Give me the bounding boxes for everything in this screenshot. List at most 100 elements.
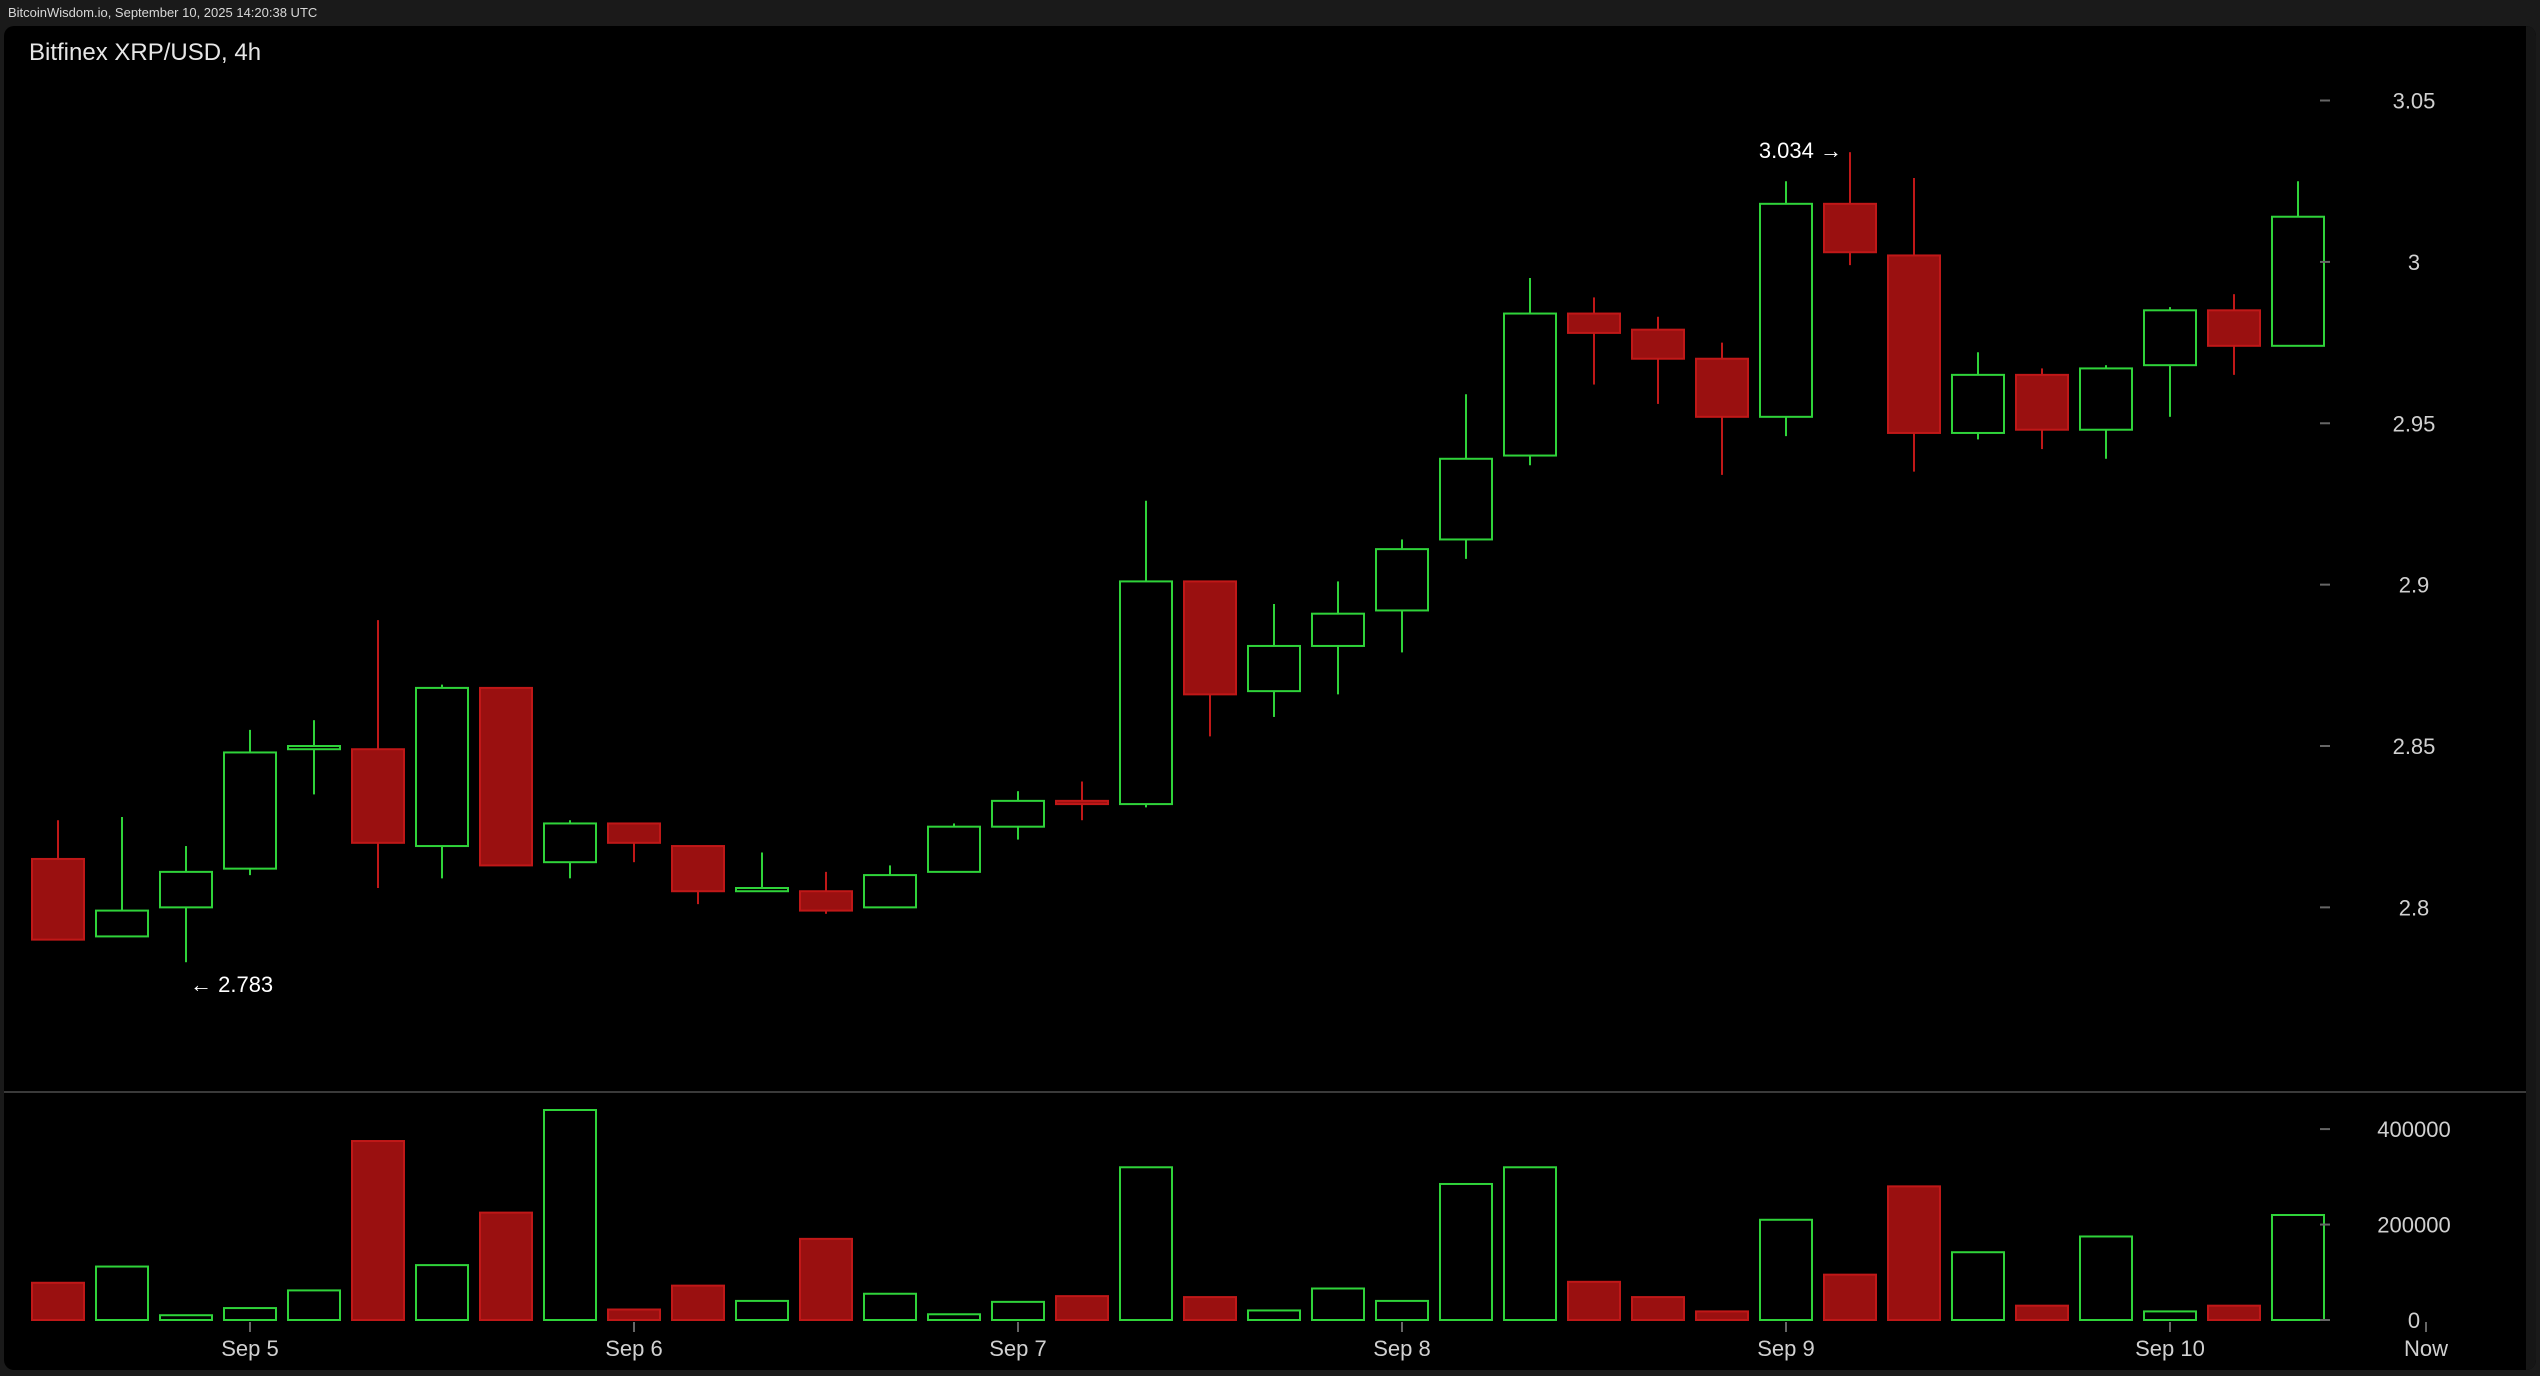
candle-body bbox=[1887, 254, 1941, 434]
candle-body bbox=[2015, 373, 2069, 431]
candle-body bbox=[1951, 373, 2005, 434]
x-tick-label: Sep 8 bbox=[1373, 1336, 1431, 1361]
candle-body bbox=[1055, 799, 1109, 806]
candle bbox=[927, 823, 981, 873]
volume-bar bbox=[31, 1281, 85, 1321]
candle-body bbox=[1567, 312, 1621, 334]
candle bbox=[543, 820, 597, 879]
header-text: BitcoinWisdom.io, September 10, 2025 14:… bbox=[8, 5, 318, 20]
volume-bar bbox=[1695, 1310, 1749, 1321]
candle bbox=[2271, 181, 2325, 347]
candle-body bbox=[2079, 367, 2133, 431]
volume-bar bbox=[927, 1313, 981, 1321]
candle bbox=[1311, 581, 1365, 695]
candle bbox=[1759, 181, 1813, 437]
volume-bar bbox=[991, 1300, 1045, 1322]
candle bbox=[671, 845, 725, 905]
candle bbox=[2143, 307, 2197, 417]
volume-bar bbox=[159, 1314, 213, 1322]
price-tick-label: 2.9 bbox=[2399, 573, 2430, 598]
volume-tick-label: 0 bbox=[2408, 1308, 2420, 1333]
volume-bar bbox=[1503, 1166, 1557, 1321]
candle-body bbox=[1439, 457, 1493, 541]
volume-bar bbox=[735, 1299, 789, 1321]
candle-body bbox=[607, 822, 661, 844]
candle bbox=[1439, 394, 1493, 559]
volume-bar bbox=[543, 1109, 597, 1321]
candle-body bbox=[287, 745, 341, 751]
candle-body bbox=[2271, 215, 2325, 347]
candle-body bbox=[991, 799, 1045, 828]
volume-bar bbox=[479, 1211, 533, 1322]
x-tick-label: Sep 7 bbox=[989, 1336, 1047, 1361]
candle bbox=[223, 729, 277, 876]
volume-bar bbox=[1247, 1309, 1301, 1322]
chart-frame[interactable]: 2.8 2.85 2.9 2.95 3 3.05 0 200000 400000 Sep 5 Sep… bbox=[4, 26, 2536, 1370]
volume-tick-label: 400000 bbox=[2377, 1117, 2450, 1142]
candle-body bbox=[223, 751, 277, 870]
candle bbox=[1887, 178, 1941, 472]
price-tick-label: 2.8 bbox=[2399, 895, 2430, 920]
volume-bar bbox=[351, 1140, 405, 1321]
candle-body bbox=[1311, 612, 1365, 647]
right-edge-strip bbox=[2526, 26, 2536, 1370]
volume-bar bbox=[287, 1289, 341, 1321]
price-tick-label: 2.95 bbox=[2393, 411, 2436, 436]
candle-body bbox=[31, 857, 85, 941]
candle-body bbox=[1375, 548, 1429, 612]
header-bar: BitcoinWisdom.io, September 10, 2025 14:… bbox=[0, 0, 2540, 26]
chart-title: Bitfinex XRP/USD, 4h bbox=[29, 39, 262, 66]
candle bbox=[799, 871, 853, 914]
volume-bar bbox=[2079, 1235, 2133, 1322]
candlestick-chart[interactable]: 2.8 2.85 2.9 2.95 3 3.05 0 200000 400000 Sep 5 Sep… bbox=[4, 26, 2536, 1370]
candles-layer bbox=[31, 152, 2325, 963]
volume-bar bbox=[1119, 1166, 1173, 1321]
candle bbox=[1119, 500, 1173, 808]
volume-bar bbox=[1311, 1287, 1365, 1321]
volume-bar bbox=[1759, 1218, 1813, 1321]
candle-body bbox=[1759, 202, 1813, 418]
candle-body bbox=[927, 825, 981, 873]
candle-body bbox=[671, 845, 725, 893]
price-annotation: ← 2.783 bbox=[190, 972, 273, 997]
volume-bar bbox=[607, 1308, 661, 1321]
candle bbox=[415, 684, 469, 879]
volume-bar bbox=[1375, 1299, 1429, 1321]
x-tick-label: Now bbox=[2404, 1336, 2448, 1361]
candle-body bbox=[1503, 312, 1557, 457]
volume-bar bbox=[415, 1264, 469, 1322]
volume-bar bbox=[2015, 1304, 2069, 1321]
candle bbox=[2079, 365, 2133, 459]
candle bbox=[159, 846, 213, 963]
candle bbox=[2015, 368, 2069, 450]
volume-bar bbox=[1055, 1295, 1109, 1321]
candle bbox=[479, 686, 533, 867]
candle bbox=[1695, 342, 1749, 475]
candle bbox=[735, 852, 789, 893]
volume-bar bbox=[95, 1265, 149, 1321]
candle bbox=[1631, 316, 1685, 404]
candle bbox=[1055, 781, 1109, 821]
volume-bar bbox=[1887, 1185, 1941, 1322]
candle-body bbox=[1247, 644, 1301, 693]
candle-body bbox=[2143, 309, 2197, 367]
volume-bar bbox=[1439, 1182, 1493, 1322]
candle bbox=[1951, 352, 2005, 440]
volume-bar bbox=[799, 1237, 853, 1322]
candle bbox=[607, 822, 661, 863]
candle-body bbox=[863, 874, 917, 909]
candle bbox=[95, 817, 149, 938]
candle-body bbox=[351, 748, 405, 844]
volume-bar bbox=[1823, 1273, 1877, 1321]
candle-body bbox=[159, 870, 213, 909]
volume-bar bbox=[1183, 1296, 1237, 1322]
candle bbox=[287, 720, 341, 795]
volume-bar bbox=[1631, 1296, 1685, 1322]
volume-bar bbox=[2271, 1214, 2325, 1321]
x-tick-label: Sep 5 bbox=[221, 1336, 279, 1361]
candle bbox=[863, 865, 917, 909]
candle-body bbox=[1119, 580, 1173, 806]
candle bbox=[2207, 294, 2261, 375]
candle bbox=[991, 791, 1045, 840]
volume-bar bbox=[1951, 1251, 2005, 1322]
